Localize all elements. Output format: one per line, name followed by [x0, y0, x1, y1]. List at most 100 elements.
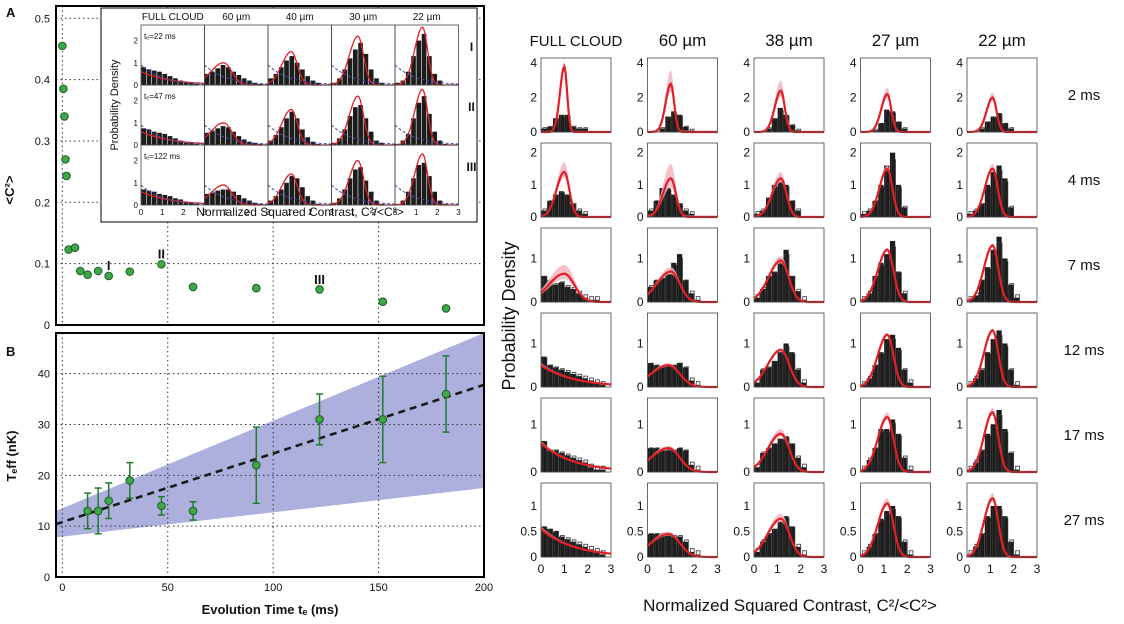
hist-bar [188, 82, 194, 85]
hist-bar [558, 369, 565, 387]
panel-b-points [83, 355, 451, 535]
hist-bar [273, 196, 279, 205]
x-tick-label: 200 [475, 582, 493, 594]
hist-bar [570, 126, 576, 132]
model-curve [753, 89, 824, 134]
hist-bar [558, 114, 565, 132]
y-tick-label: 0 [637, 550, 644, 564]
hist-bar [368, 131, 374, 145]
inset-row-time: tₑ=47 ms [144, 92, 176, 101]
hist-cell [647, 142, 718, 219]
hist-bar [204, 73, 210, 85]
hist-bar [305, 196, 311, 205]
hist-cell-frame [647, 142, 718, 218]
hist-bar [582, 462, 588, 472]
hist-bar [278, 67, 284, 85]
hist-bar [659, 128, 665, 132]
panel-b-ylabel: Tₑff (nK) [4, 430, 19, 481]
y-tick-label: 0 [44, 320, 50, 332]
hist-cell [540, 142, 612, 219]
hist-bar [889, 334, 896, 387]
y-tick-label: 2 [743, 91, 750, 105]
hist-bar [1002, 516, 1008, 557]
hist-bar [310, 141, 316, 145]
y-tick-label: 0 [743, 550, 750, 564]
hist-cell-frame [753, 227, 825, 303]
hist-cell [267, 144, 332, 206]
hist-cell-frame [753, 142, 825, 218]
exponential-dashed-curve [204, 124, 269, 145]
hist-bar [777, 352, 783, 387]
hist-bar [541, 210, 547, 217]
annotation-label: I [107, 258, 111, 273]
hist-bar [363, 180, 369, 205]
hist-cell-frame [647, 397, 718, 473]
hist-bar [1008, 369, 1014, 387]
inset-x-tick-label: 1 [414, 208, 419, 217]
hist-bar [984, 433, 991, 472]
hist-bar [1008, 207, 1014, 217]
hist-bar [564, 286, 570, 302]
inset-x-tick-label: 3 [456, 208, 461, 217]
hist-cell-frame [860, 312, 931, 388]
y-tick-label: 4 [637, 56, 644, 70]
hist-bar [273, 135, 279, 145]
x-tick-label: 0 [751, 562, 758, 576]
panel-a-frame [55, 5, 485, 326]
hist-bar [405, 71, 411, 85]
hist-bar [884, 429, 890, 472]
hist-bar [688, 213, 694, 217]
hist-bar [358, 167, 363, 205]
hist-bar [599, 469, 605, 472]
hist-bar [676, 254, 683, 302]
hist-cell [540, 57, 612, 134]
hist-bar [194, 83, 199, 85]
hist-bar [220, 126, 226, 145]
hist-bar [178, 199, 184, 205]
hist-bar [795, 210, 801, 217]
y-tick-label: 4 [956, 56, 963, 70]
hist-cell [140, 144, 205, 206]
panel-a-inset: FULL CLOUD 60 µm 40 µm 30 µm 22 µm Itₑ=22 ms 0… [100, 7, 478, 223]
hist-bar [576, 376, 582, 387]
hist-bar [151, 131, 157, 145]
hist-bar [564, 371, 570, 387]
hist-cell [753, 482, 825, 559]
hist-bar [895, 271, 902, 302]
hist-bar [146, 190, 152, 205]
model-band [647, 267, 718, 302]
hist-bar [352, 169, 358, 205]
hist-bar [984, 184, 991, 217]
hist-bar [978, 534, 985, 557]
hist-bar [771, 118, 778, 132]
y-tick-label: 0.5 [840, 524, 857, 538]
hist-bar [151, 191, 157, 205]
hist-bar [582, 546, 588, 557]
hist-bar [990, 339, 996, 387]
hist-bar [984, 516, 991, 557]
hist-bar [973, 295, 979, 302]
x-tick-label: 1 [561, 562, 568, 576]
hist-bar [194, 143, 199, 145]
panel-b-band [56, 333, 484, 538]
data-point [93, 266, 103, 276]
hist-bar [901, 369, 907, 387]
panel-c: FULL CLOUD 60 µm 38 µm 27 µm 22 µm 0 2 4 0 2 4 0 2 4 0… [499, 31, 1104, 615]
hist-bar [162, 195, 168, 205]
hist-bar [682, 367, 689, 387]
hist-bar [241, 139, 247, 145]
hist-bar [342, 129, 348, 145]
y-tick-label: 2 [637, 146, 644, 160]
y-tick-label: 0 [637, 125, 644, 139]
hist-cell [647, 57, 718, 134]
hist-bar [188, 202, 194, 205]
hist-bar [547, 280, 553, 302]
hist-bar [765, 275, 772, 302]
hist-bar [676, 448, 683, 472]
inset-x-tick-label: 1 [287, 208, 292, 217]
annotation-label: III [314, 272, 325, 287]
y-tick-label: 0 [530, 465, 537, 479]
hist-bar [289, 176, 295, 205]
inset-y-tick-label: 1 [134, 179, 139, 188]
hist-bar [576, 544, 582, 557]
